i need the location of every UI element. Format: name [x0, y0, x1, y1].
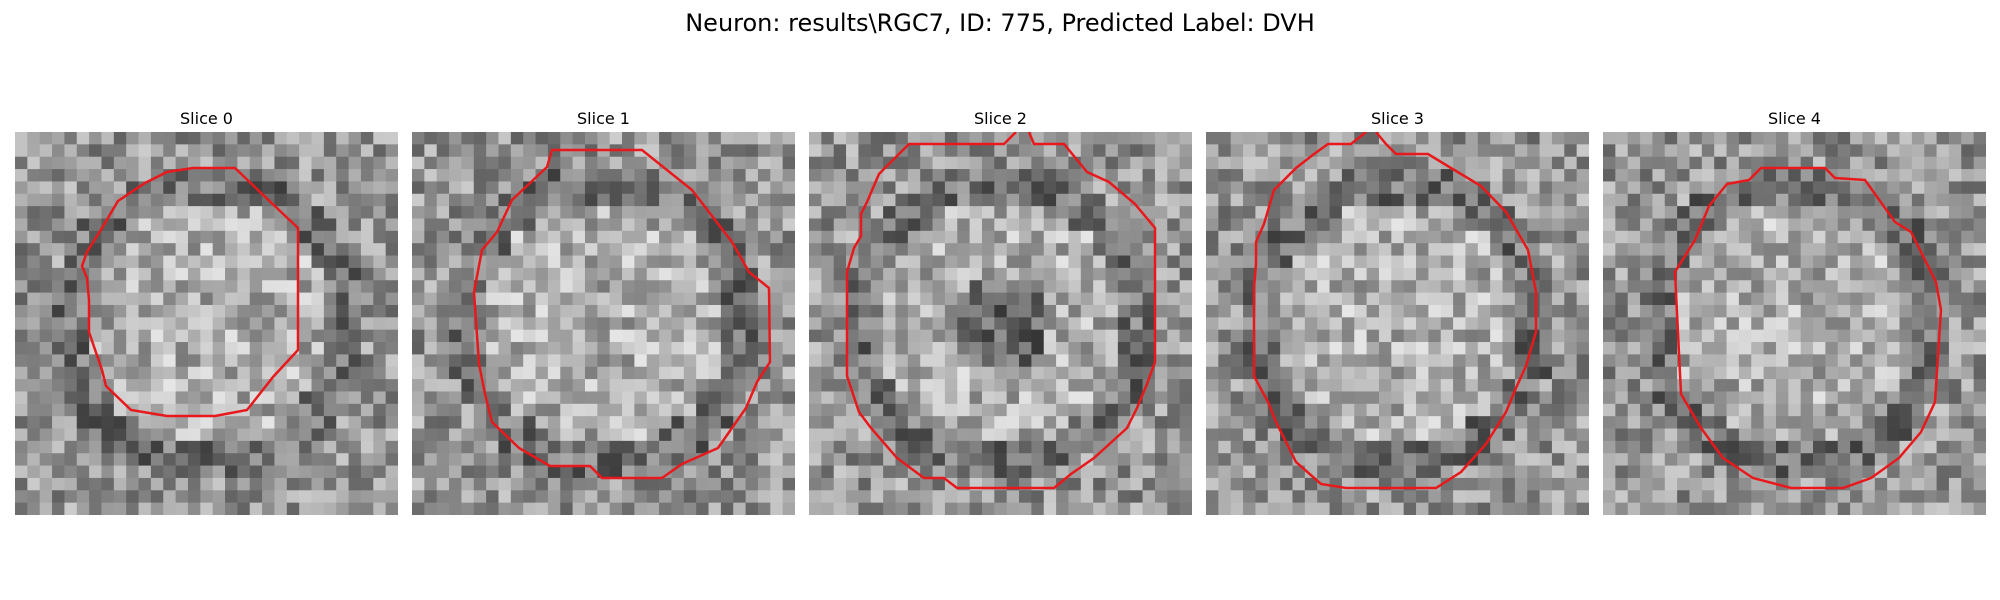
slice-image	[1603, 132, 1986, 515]
segmentation-contour	[80, 166, 300, 418]
slice-title: Slice 1	[577, 109, 630, 128]
slice-image	[15, 132, 398, 515]
segmentation-contour	[1673, 166, 1943, 490]
slice-title: Slice 2	[974, 109, 1027, 128]
grayscale-pixel-grid	[15, 132, 398, 515]
slice-image	[412, 132, 795, 515]
slice-title: Slice 4	[1768, 109, 1821, 128]
grayscale-pixel-grid	[1206, 132, 1589, 515]
slice-panel-4: Slice 4	[1603, 108, 1986, 515]
slice-panel-1: Slice 1	[412, 108, 795, 515]
figure-title: Neuron: results\RGC7, ID: 775, Predicted…	[685, 9, 1315, 37]
grayscale-pixel-grid	[809, 132, 1192, 515]
slice-panel-2: Slice 2	[809, 108, 1192, 515]
slice-panel-0: Slice 0	[15, 108, 398, 515]
segmentation-contour	[1252, 132, 1538, 490]
slice-panel-3: Slice 3	[1206, 108, 1589, 515]
slice-image	[809, 132, 1192, 515]
slice-title: Slice 0	[180, 109, 233, 128]
slice-title: Slice 3	[1371, 109, 1424, 128]
slice-image	[1206, 132, 1589, 515]
grayscale-pixel-grid	[412, 132, 795, 515]
segmentation-contour	[472, 148, 772, 480]
segmentation-contour	[845, 132, 1157, 490]
grayscale-pixel-grid	[1603, 132, 1986, 515]
